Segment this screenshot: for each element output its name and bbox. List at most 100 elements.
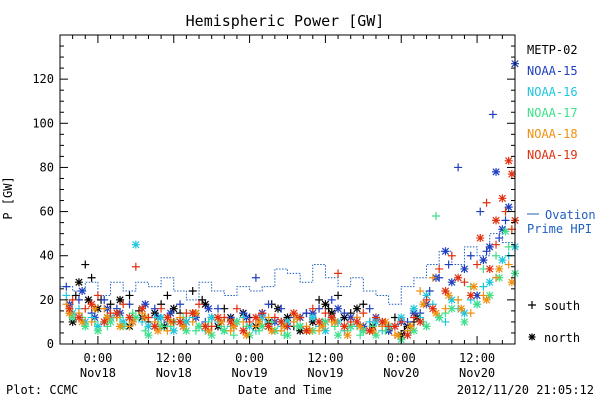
south-plus-marker (81, 304, 90, 313)
south-plus-marker (504, 260, 513, 269)
north-star-marker (188, 309, 197, 318)
south-plus-marker (103, 322, 112, 331)
south-plus-marker (138, 317, 147, 326)
north-star-marker (93, 326, 102, 335)
south-plus-marker (264, 300, 273, 309)
north-star-marker (182, 317, 191, 326)
north-star-marker (507, 278, 516, 287)
north-star-marker (296, 326, 305, 335)
north-star-marker (283, 331, 292, 340)
north-star-marker (482, 295, 491, 304)
north-star-marker (498, 256, 507, 265)
north-star-marker (308, 309, 317, 318)
north-star-marker (498, 194, 507, 203)
north-star-marker (226, 317, 235, 326)
north-star-marker (460, 309, 469, 318)
south-plus-marker (356, 331, 365, 340)
north-star-marker (473, 300, 482, 309)
x-tick-date-label: Nov19 (307, 366, 343, 380)
north-star-marker (353, 317, 362, 326)
south-plus-marker (479, 282, 488, 291)
north-star-marker (444, 291, 453, 300)
y-axis-label: P [GW] (1, 176, 15, 219)
south-plus-marker (204, 317, 213, 326)
south-plus-marker (476, 207, 485, 216)
north-star-marker (207, 331, 216, 340)
north-star-marker (150, 322, 159, 331)
series-noaa-19 (65, 156, 519, 340)
north-star-marker (239, 326, 248, 335)
north-star-marker (447, 304, 456, 313)
north-star-marker (321, 300, 330, 309)
north-star-marker (507, 170, 516, 179)
north-star-marker (504, 203, 513, 212)
north-star-marker (394, 331, 403, 340)
north-star-marker (131, 240, 140, 249)
north-star-marker (492, 167, 501, 176)
north-star-marker (528, 333, 536, 341)
legend-entry: NOAA-19 (527, 148, 578, 162)
south-plus-marker (198, 295, 207, 304)
north-star-marker (504, 156, 513, 165)
south-plus-marker (251, 273, 260, 282)
north-star-marker (457, 304, 466, 313)
x-tick-time-label: 12:00 (307, 351, 343, 365)
north-star-marker (460, 264, 469, 273)
south-plus-marker (422, 295, 431, 304)
north-star-marker (330, 317, 339, 326)
plot-area (60, 59, 519, 344)
north-star-marker (229, 322, 238, 331)
north-star-marker (469, 282, 478, 291)
x-tick-date-label: Nov20 (383, 366, 419, 380)
south-plus-marker (466, 251, 475, 260)
south-plus-marker (267, 317, 276, 326)
south-plus-marker (454, 163, 463, 172)
south-plus-marker (504, 242, 513, 251)
south-plus-marker (232, 304, 241, 313)
north-star-marker (397, 313, 406, 322)
north-star-marker (422, 322, 431, 331)
north-star-marker (100, 317, 109, 326)
south-plus-marker (441, 317, 450, 326)
south-plus-marker (432, 211, 441, 220)
legend-entry: NOAA-16 (527, 85, 578, 99)
south-plus-marker (131, 262, 140, 271)
north-star-marker (144, 322, 153, 331)
north-star-marker (153, 326, 162, 335)
south-plus-marker (87, 273, 96, 282)
south-plus-marker (245, 317, 254, 326)
y-tick-label: 40 (40, 249, 54, 263)
north-star-marker (356, 322, 365, 331)
south-plus-marker (125, 322, 134, 331)
north-star-marker (163, 313, 172, 322)
south-plus-marker (125, 291, 134, 300)
south-plus-marker (473, 260, 482, 269)
north-star-marker (87, 300, 96, 309)
north-star-marker (204, 326, 213, 335)
south-plus-marker (100, 304, 109, 313)
south-plus-marker (334, 291, 343, 300)
x-tick-date-label: Nov20 (459, 366, 495, 380)
south-plus-marker (416, 287, 425, 296)
south-plus-marker (460, 278, 469, 287)
y-tick-label: 100 (32, 116, 54, 130)
north-star-marker (255, 317, 264, 326)
south-plus-marker (251, 322, 260, 331)
south-plus-marker (435, 264, 444, 273)
north-star-marker (409, 309, 418, 318)
north-star-marker (476, 234, 485, 243)
south-plus-marker (242, 322, 251, 331)
south-plus-marker (315, 295, 324, 304)
north-star-marker (195, 322, 204, 331)
north-star-marker (340, 313, 349, 322)
south-plus-marker (296, 313, 305, 322)
north-star-marker (308, 317, 317, 326)
y-tick-label: 60 (40, 205, 54, 219)
north-star-marker (416, 317, 425, 326)
south-plus-marker (195, 300, 204, 309)
south-plus-marker (93, 291, 102, 300)
north-star-marker (169, 304, 178, 313)
north-star-marker (315, 317, 324, 326)
south-plus-marker (163, 291, 172, 300)
south-plus-marker (188, 317, 197, 326)
